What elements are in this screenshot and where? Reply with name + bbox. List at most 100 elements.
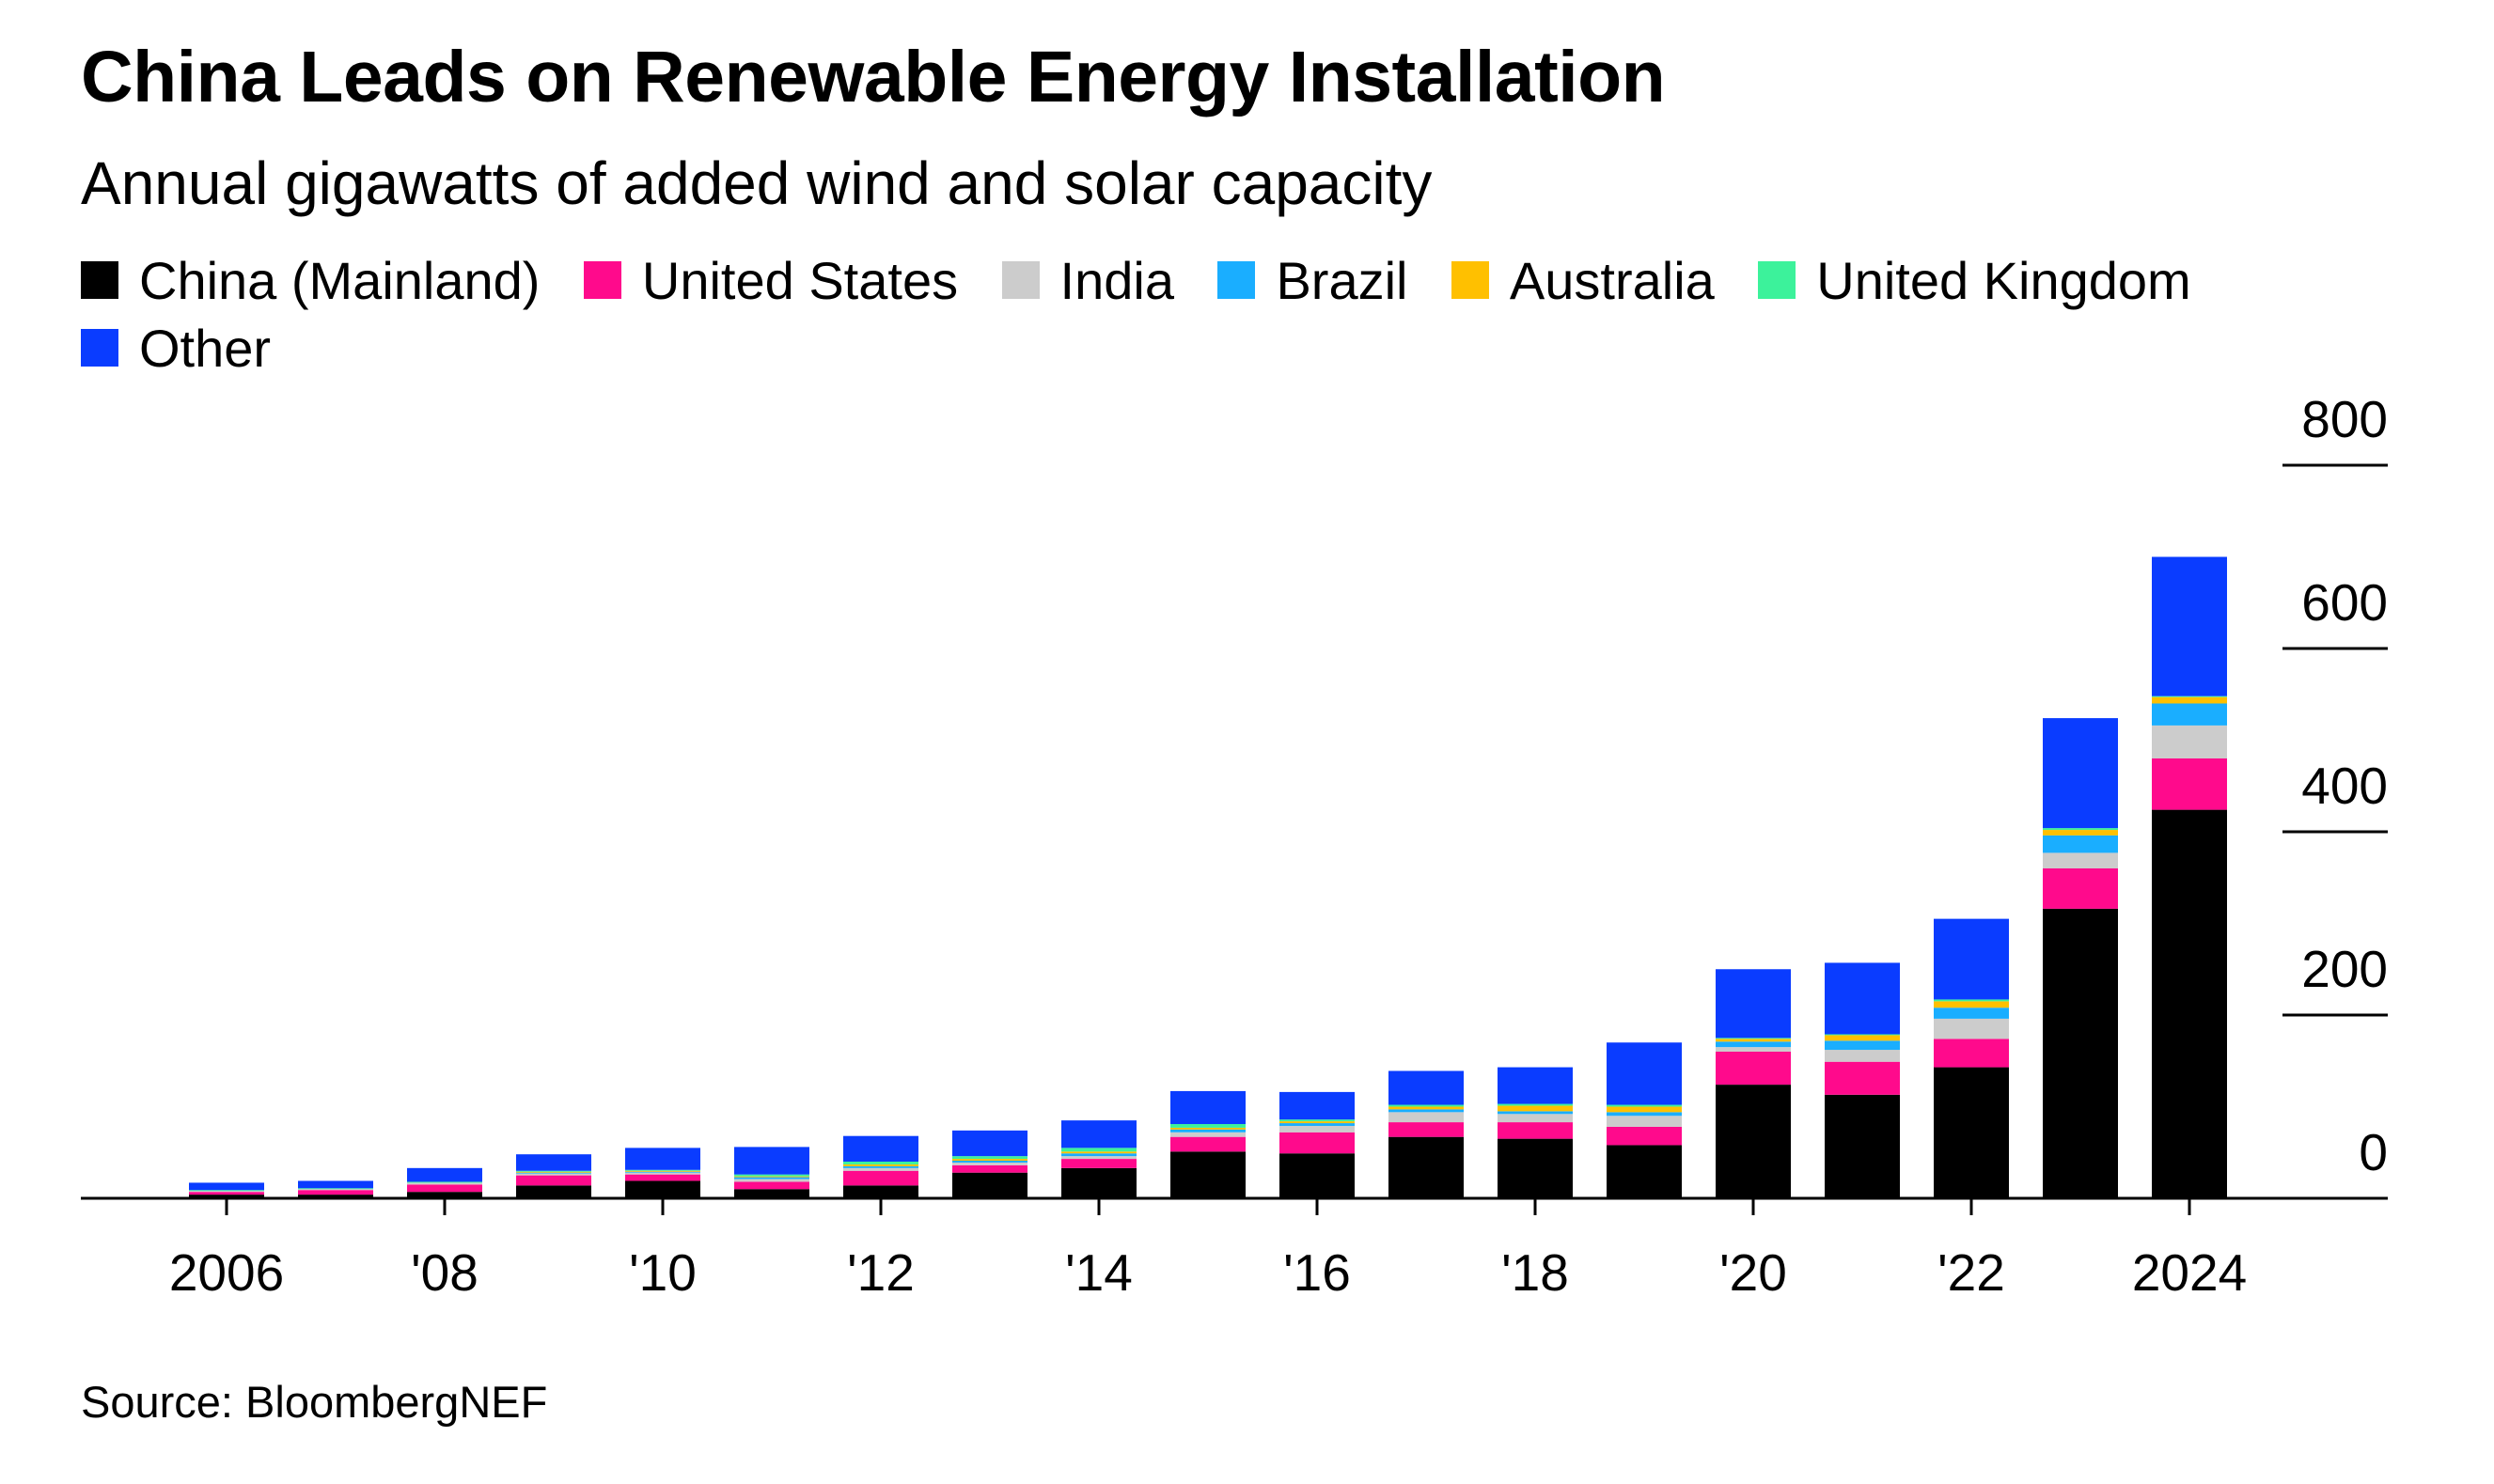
bar-2022-china-mainland xyxy=(1934,1067,2009,1198)
bar-2012-australia xyxy=(843,1164,918,1166)
bar-2010-india xyxy=(625,1172,700,1175)
bar-2019-india xyxy=(1607,1116,1682,1127)
bar-2023-brazil xyxy=(2043,835,2118,853)
x-tick-label-2014: '14 xyxy=(1065,1243,1133,1302)
bar-2009-united-kingdom xyxy=(516,1170,591,1172)
bar-2013-united-states xyxy=(952,1164,1027,1173)
x-tick-label-2018: '18 xyxy=(1501,1243,1569,1302)
bar-2010-australia xyxy=(625,1170,700,1172)
bar-2018-china-mainland xyxy=(1498,1138,1573,1198)
x-axis: 2006 '08 '10 '12 '14 '16 '18 '20 '22 2024 xyxy=(81,1196,2388,1302)
bar-2024-other xyxy=(2152,556,2227,696)
bar-2007-other xyxy=(298,1180,373,1189)
bar-2010-brazil xyxy=(625,1171,700,1173)
bar-2019-china-mainland xyxy=(1607,1145,1682,1198)
bar-2015-india xyxy=(1170,1132,1246,1137)
bar-2018-other xyxy=(1498,1067,1573,1104)
bar-2017-united-states xyxy=(1388,1122,1464,1137)
bar-2023-china-mainland xyxy=(2043,908,2118,1198)
bar-2021-united-kingdom xyxy=(1825,1034,1900,1036)
bar-2023-australia xyxy=(2043,830,2118,836)
bar-2018-brazil xyxy=(1498,1111,1573,1115)
bar-2023-united-kingdom xyxy=(2043,828,2118,831)
legend-item-china: China (Mainland) xyxy=(81,246,540,314)
legend-label-brazil: Brazil xyxy=(1276,250,1408,310)
bar-2016-other xyxy=(1279,1091,1355,1120)
bar-2014-china-mainland xyxy=(1061,1167,1137,1198)
legend-label-other: Other xyxy=(139,318,272,378)
bar-2020-united-states xyxy=(1716,1052,1791,1086)
bar-2013-australia xyxy=(952,1159,1027,1162)
bar-2011-united-states xyxy=(734,1181,809,1190)
bar-2024-china-mainland xyxy=(2152,809,2227,1198)
bar-2013-india xyxy=(952,1162,1027,1165)
bar-2012-other xyxy=(843,1135,918,1162)
bar-2011-australia xyxy=(734,1176,809,1178)
bar-2012-united-kingdom xyxy=(843,1162,918,1164)
legend-swatch-china xyxy=(81,261,118,299)
bar-2020-united-kingdom xyxy=(1716,1038,1791,1039)
bar-2012-india xyxy=(843,1167,918,1171)
bar-2011-china-mainland xyxy=(734,1189,809,1198)
bar-2017-brazil xyxy=(1388,1109,1464,1113)
bar-2013-brazil xyxy=(952,1161,1027,1163)
bar-2018-australia xyxy=(1498,1105,1573,1112)
bar-2019-other xyxy=(1607,1042,1682,1105)
bar-2017-china-mainland xyxy=(1388,1136,1464,1198)
bar-2007-india xyxy=(298,1189,373,1191)
bar-2021-australia xyxy=(1825,1035,1900,1041)
bar-2018-india xyxy=(1498,1114,1573,1123)
bar-2008-other xyxy=(407,1167,482,1182)
legend-swatch-brazil xyxy=(1217,261,1256,299)
bar-2009-other xyxy=(516,1154,591,1171)
bar-2007-china-mainland xyxy=(298,1195,373,1198)
bar-2022-other xyxy=(1934,918,2009,1000)
bar-2019-australia xyxy=(1607,1106,1682,1113)
bar-2011-brazil xyxy=(734,1177,809,1179)
bar-2020-other xyxy=(1716,969,1791,1039)
bar-2020-brazil xyxy=(1716,1041,1791,1048)
bar-2015-united-states xyxy=(1170,1136,1246,1152)
bar-2024-brazil xyxy=(2152,703,2227,726)
bar-2017-australia xyxy=(1388,1106,1464,1110)
chart-title: China Leads on Renewable Energy Installa… xyxy=(81,37,1666,117)
legend-swatch-india xyxy=(1001,261,1040,299)
bar-2010-united-kingdom xyxy=(625,1169,700,1171)
legend-label-china: China (Mainland) xyxy=(139,250,541,310)
bar-2013-china-mainland xyxy=(952,1172,1027,1198)
bar-2014-united-kingdom xyxy=(1061,1148,1137,1152)
bar-2007-united-kingdom xyxy=(298,1188,373,1190)
legend-item-india: India xyxy=(1001,246,1174,314)
bar-2019-united-states xyxy=(1607,1126,1682,1146)
bar-2018-united-kingdom xyxy=(1498,1103,1573,1106)
bar-2021-india xyxy=(1825,1050,1900,1062)
legend-label-united-kingdom: United Kingdom xyxy=(1816,250,2191,310)
x-tick-label-2016: '16 xyxy=(1283,1243,1351,1302)
bar-2020-india xyxy=(1716,1047,1791,1052)
bar-2021-other xyxy=(1825,962,1900,1035)
bar-2008-united-states xyxy=(407,1184,482,1193)
bar-2017-other xyxy=(1388,1070,1464,1105)
bar-2006-united-kingdom xyxy=(189,1190,264,1192)
bar-2020-china-mainland xyxy=(1716,1085,1791,1198)
bar-2016-australia xyxy=(1279,1121,1355,1124)
bar-2015-china-mainland xyxy=(1170,1151,1246,1198)
bar-2009-china-mainland xyxy=(516,1185,591,1198)
bar-2009-india xyxy=(516,1173,591,1176)
bar-2021-brazil xyxy=(1825,1040,1900,1051)
bar-2009-australia xyxy=(516,1171,591,1173)
bar-2023-united-states xyxy=(2043,868,2118,909)
bar-2011-united-kingdom xyxy=(734,1174,809,1177)
bar-2006-china-mainland xyxy=(189,1195,264,1198)
bar-2023-other xyxy=(2043,718,2118,829)
legend-label-united-states: United States xyxy=(641,250,959,310)
x-tick-label-2020: '20 xyxy=(1719,1243,1787,1302)
bar-2006-united-states xyxy=(189,1192,264,1195)
bar-2012-united-states xyxy=(843,1170,918,1186)
bar-2009-brazil xyxy=(516,1172,591,1174)
source-note: Source: BloombergNEF xyxy=(81,1377,548,1427)
bars-group xyxy=(189,556,2227,1198)
bar-2021-united-states xyxy=(1825,1061,1900,1095)
legend-item-brazil: Brazil xyxy=(1217,246,1407,314)
bar-2017-india xyxy=(1388,1112,1464,1123)
